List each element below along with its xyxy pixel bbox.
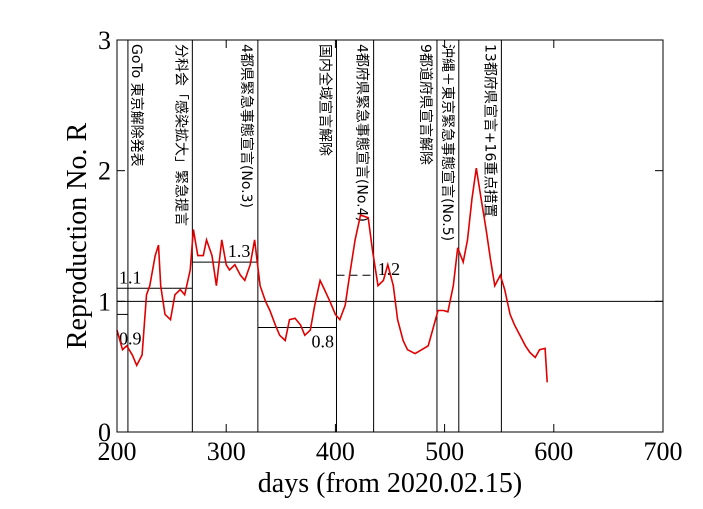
- level-label: 1.1: [119, 267, 142, 287]
- level-label: 0.9: [119, 328, 142, 348]
- y-tick-label: 0: [98, 418, 111, 447]
- x-tick-label: 500: [425, 437, 464, 466]
- y-axis-title: Reproduction No. R: [62, 123, 93, 350]
- event-label: 4都府県緊急事態宣言(No.4): [354, 44, 370, 222]
- x-tick-label: 700: [644, 437, 683, 466]
- x-tick-label: 300: [207, 437, 246, 466]
- event-label: GoTo 東京解除発表: [128, 44, 144, 167]
- event-label: 国内全域宣言解除: [316, 44, 333, 156]
- event-label: 沖縄＋東京緊急事態宣言(No.5): [439, 44, 455, 241]
- y-tick-label: 1: [98, 287, 111, 316]
- event-label: 分科会「感染拡大」緊急提言: [172, 44, 189, 226]
- y-tick-label: 3: [98, 26, 111, 55]
- x-tick-label: 200: [98, 437, 137, 466]
- event-label: 4都県緊急事態宣言(No.3): [238, 44, 254, 208]
- x-axis-title: days (from 2020.02.15): [258, 468, 522, 499]
- event-label: 13都府県宣言+16重点措置: [481, 44, 497, 217]
- level-label: 0.8: [311, 331, 334, 351]
- level-label: 1.3: [228, 241, 251, 261]
- plot-frame: [116, 39, 664, 433]
- data-line: [116, 167, 548, 383]
- y-tick-label: 2: [98, 157, 111, 186]
- event-label: 9都道府県宣言解除: [417, 44, 433, 165]
- x-tick-label: 600: [534, 437, 573, 466]
- x-tick-label: 400: [316, 437, 355, 466]
